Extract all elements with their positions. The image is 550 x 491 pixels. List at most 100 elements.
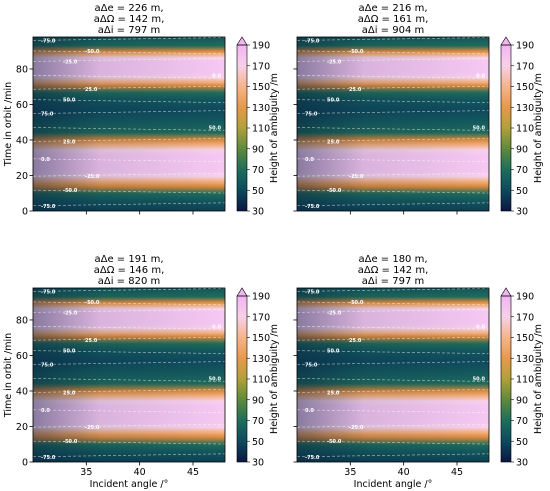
panel-3: aΔe = 191 m,aΔΩ = 146 m,aΔi = 820 m -75.0… [3, 254, 280, 490]
axes-frame [296, 36, 490, 212]
panel-title-line: aΔΩ = 161 m, [358, 14, 429, 25]
colorbar-tick-label: 150 [516, 82, 534, 93]
colorbar-tick-label: 110 [516, 375, 534, 386]
contour-label: -25.0 [63, 310, 78, 316]
colorbar: 30 50 70 90 110 130 150 170 190 Height of ambigui… [236, 287, 280, 469]
contour-line [296, 85, 490, 90]
contour-label: 0.0 [476, 73, 485, 79]
y-tick-label: 80 [16, 315, 28, 326]
contour-line [32, 288, 226, 292]
contour-line [32, 202, 226, 207]
contour-line [32, 325, 226, 330]
contour-line [296, 127, 490, 131]
contour-line [32, 85, 226, 90]
colorbar-tick-label: 130 [516, 354, 534, 365]
panel-title-line: aΔi = 797 m [98, 25, 161, 36]
contour-line [296, 99, 490, 103]
contour-label: -75.0 [305, 204, 320, 210]
colorbar-tick-label: 30 [516, 207, 528, 218]
contour-line [296, 50, 490, 55]
contour-line [296, 423, 490, 428]
contour-line [32, 74, 226, 79]
colorbar-tick-label: 50 [516, 186, 528, 197]
contour-line [32, 423, 226, 428]
contour-line [296, 409, 490, 414]
contour-line [32, 389, 226, 393]
x-tick-label: 45 [187, 467, 199, 478]
colorbar-tick-label: 70 [252, 416, 264, 427]
contour-label: -75.0 [41, 289, 56, 295]
contour-label: 0.0 [41, 408, 50, 414]
heatmap-shading [297, 288, 489, 462]
contour-label: -50.0 [349, 300, 364, 306]
colorbar-tick-label: 190 [252, 41, 270, 52]
contour-label: -25.0 [85, 174, 100, 180]
contour-label: -75.0 [305, 455, 320, 461]
contour-line [32, 453, 226, 458]
contour-line [32, 336, 226, 341]
colorbar-tick-label: 170 [252, 312, 270, 323]
panel-title-line: aΔΩ = 142 m, [358, 265, 429, 276]
colorbar-tick-label: 70 [516, 165, 528, 176]
x-axis-label: Incident angle /° [354, 479, 433, 490]
colorbar-extend-arrow [236, 287, 248, 297]
contour-line [32, 50, 226, 55]
colorbar-label: Height of ambiguity /m [533, 73, 544, 183]
x-tick-label: 35 [80, 467, 92, 478]
colorbar-label: Height of ambiguity /m [533, 324, 544, 434]
contour-label: -75.0 [41, 455, 56, 461]
colorbar-tick-label: 150 [252, 333, 270, 344]
contour-line [32, 158, 226, 163]
y-tick-label: 20 [16, 422, 28, 433]
colorbar-tick-label: 130 [252, 354, 270, 365]
y-tick-label: 60 [16, 100, 28, 111]
contour-label: 50.0 [63, 98, 76, 104]
colorbar-tick-label: 90 [252, 395, 264, 406]
contour-label: -75.0 [41, 38, 56, 44]
contour-label: -50.0 [349, 49, 364, 55]
contour-label: -25.0 [63, 59, 78, 65]
contour-label: 50.0 [209, 125, 222, 131]
y-tick-label: 40 [16, 386, 28, 397]
colorbar-extend-arrow [500, 287, 512, 297]
contour-line [296, 202, 490, 207]
contour-line [32, 361, 226, 365]
colorbar-tick-label: 170 [252, 61, 270, 72]
contour-label: -50.0 [327, 439, 342, 445]
colorbar-tick-label: 130 [516, 103, 534, 114]
panel-title-line: aΔΩ = 146 m, [94, 265, 165, 276]
panel-title-line: aΔi = 904 m [362, 25, 425, 36]
contour-line [32, 37, 226, 41]
contour-label: -25.0 [85, 425, 100, 431]
contour-line [32, 189, 226, 194]
colorbar-tick-label: 50 [252, 186, 264, 197]
colorbar: 30 50 70 90 110 130 150 170 190 Height of ambigui… [500, 287, 544, 469]
colorbar-tick-label: 30 [252, 458, 264, 469]
contour-line [296, 301, 490, 306]
colorbar-tick-label: 50 [516, 437, 528, 448]
axes-frame [32, 36, 226, 212]
contour-label: 50.0 [63, 349, 76, 355]
contour-line [32, 378, 226, 382]
contour-label: 25.0 [349, 87, 362, 93]
x-tick-label: 40 [134, 467, 146, 478]
colorbar-tick-label: 150 [252, 82, 270, 93]
contour-label: -25.0 [327, 59, 342, 65]
contour-label: 0.0 [212, 324, 221, 330]
panel-title-line: aΔi = 820 m [98, 276, 161, 287]
contour-label: 75.0 [41, 112, 54, 118]
contour-line [296, 325, 490, 330]
contour-line [296, 172, 490, 177]
contour-label: 25.0 [327, 139, 340, 145]
contour-line [296, 440, 490, 445]
panel-title-line: aΔe = 180 m, [358, 254, 427, 265]
contour-line [296, 350, 490, 354]
contour-line [296, 389, 490, 393]
contour-label: 25.0 [63, 139, 76, 145]
contour-line [32, 127, 226, 131]
contour-line [296, 189, 490, 194]
contour-label: 25.0 [349, 338, 362, 344]
colorbar-tick-label: 190 [516, 292, 534, 303]
contour-line [32, 58, 226, 62]
panel-title-line: aΔe = 216 m, [358, 3, 427, 14]
